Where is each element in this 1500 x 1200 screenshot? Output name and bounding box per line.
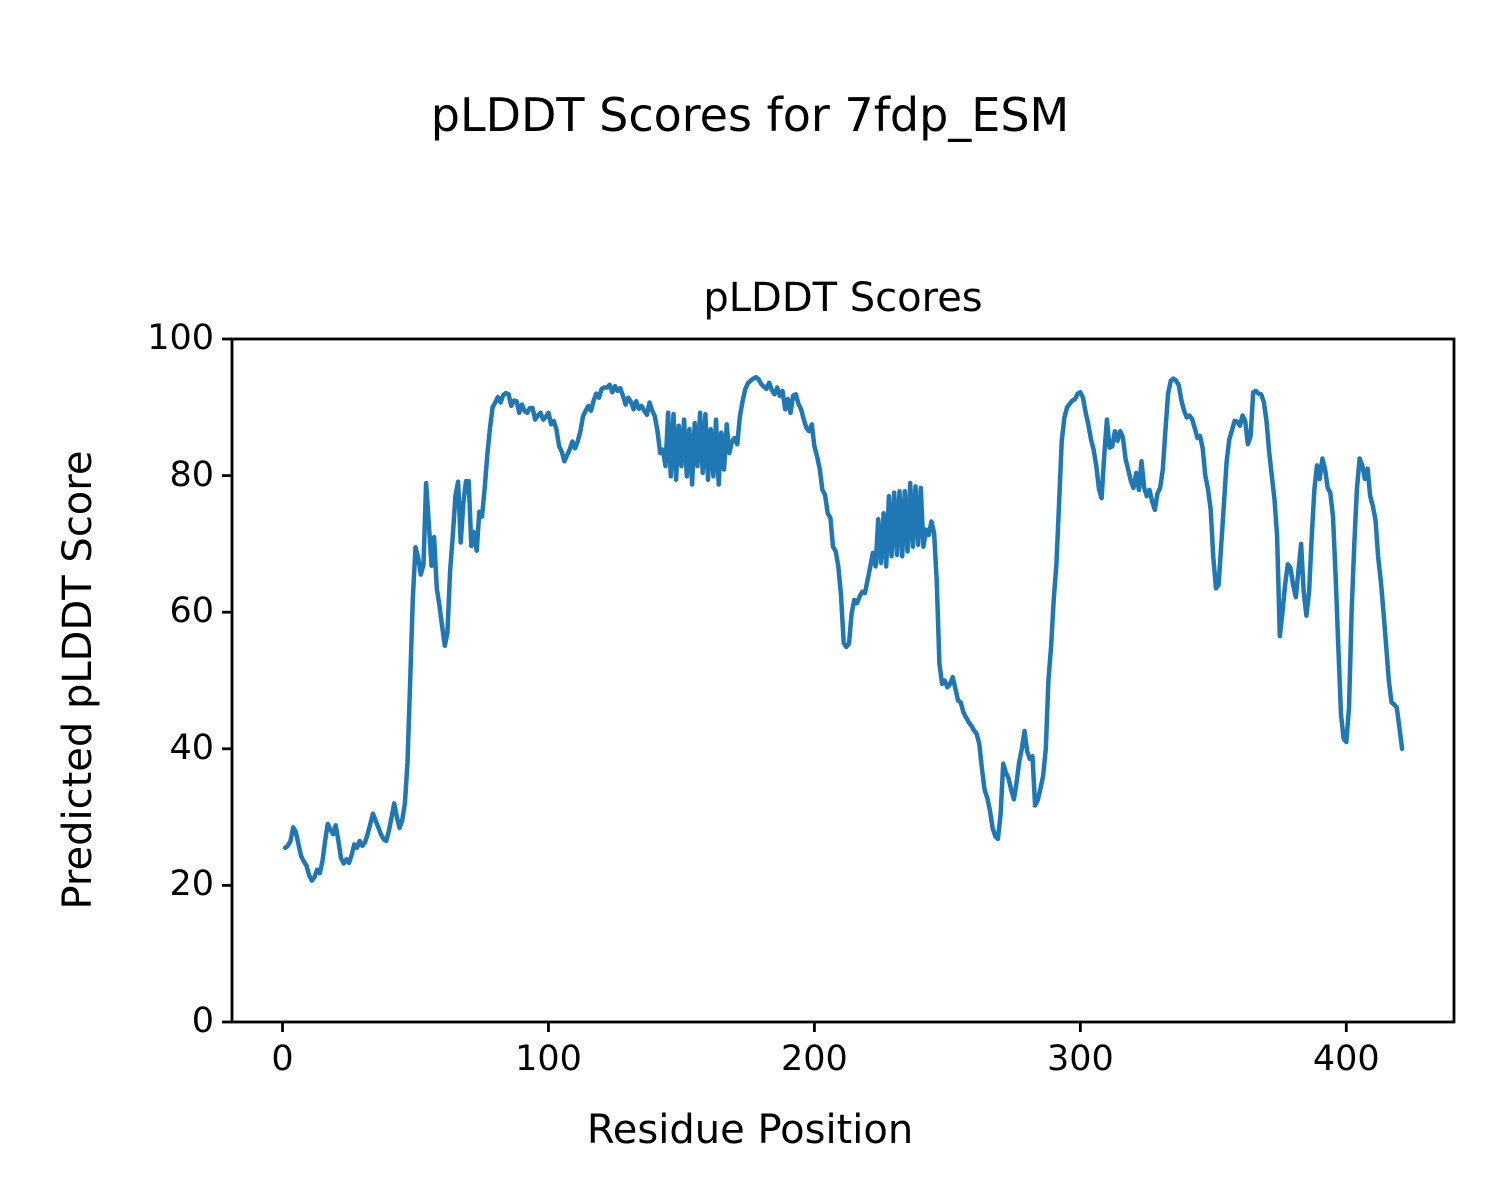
y-tick-label: 20: [169, 864, 214, 905]
x-tick-label: 200: [781, 1039, 848, 1079]
x-tick-label: 300: [1046, 1039, 1114, 1079]
y-tick-label: 40: [169, 727, 214, 768]
figure-suptitle: pLDDT Scores for 7fdp_ESM: [430, 88, 1070, 142]
plddt-line: [282, 374, 1405, 883]
x-axis-label: Residue Position: [586, 1107, 914, 1153]
x-tick-label: 0: [271, 1039, 294, 1079]
y-tick-label: 100: [147, 318, 214, 358]
x-tick-label: 100: [515, 1039, 582, 1079]
axes-spines: [230, 337, 1456, 1024]
y-tick-label: 60: [169, 591, 214, 632]
y-tick-label: 0: [191, 1001, 214, 1041]
axes-title: pLDDT Scores: [703, 275, 983, 321]
x-tick-label: 400: [1312, 1039, 1380, 1079]
y-tick-label: 80: [169, 454, 214, 495]
